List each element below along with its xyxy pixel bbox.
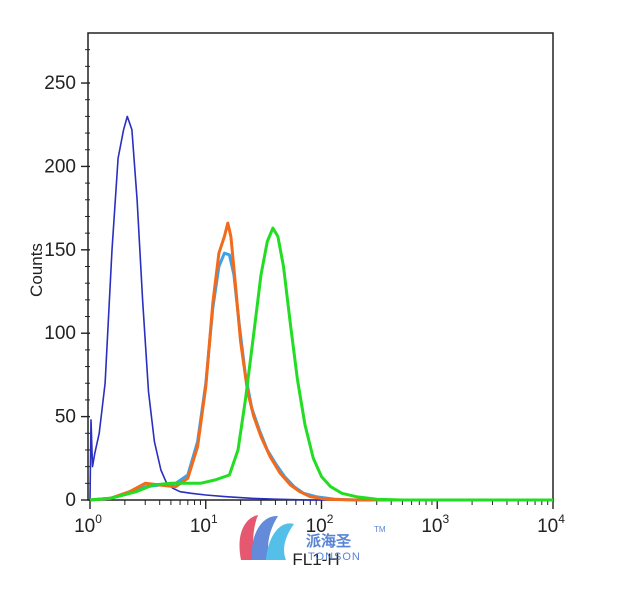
x-tick-label: 102 (306, 512, 334, 537)
series-1-line (89, 115, 553, 501)
logo-swoosh-3 (266, 523, 294, 560)
plot-frame (87, 32, 554, 501)
x-tick-label: 101 (190, 512, 218, 537)
y-tick-label: 150 (44, 240, 76, 261)
y-tick-label: 200 (44, 156, 76, 177)
y-tick-label: 0 (65, 490, 76, 511)
y-axis: 0 50 100 150 200 250 (44, 49, 90, 511)
y-tick-label: 250 (44, 73, 76, 94)
y-axis-title: Counts (27, 243, 46, 297)
x-tick-label: 100 (74, 512, 102, 537)
x-tick-label: 103 (421, 512, 449, 537)
series-3-line (89, 221, 553, 502)
series-4-line (89, 226, 553, 502)
watermark-tm: TM (374, 525, 386, 534)
y-tick-label: 100 (44, 323, 76, 344)
x-tick-label: 104 (537, 512, 565, 537)
x-axis: 100 101 102 103 104 (74, 500, 565, 537)
series-layer (89, 115, 553, 502)
watermark-logo: 派海圣 TM TONSON (239, 515, 386, 563)
watermark-subtext: TONSON (308, 551, 361, 563)
watermark-text: 派海圣 (306, 532, 352, 550)
y-tick-label: 50 (55, 407, 76, 428)
logo-swoosh-2 (251, 515, 278, 560)
x-axis-title: FL1-H (292, 550, 339, 569)
